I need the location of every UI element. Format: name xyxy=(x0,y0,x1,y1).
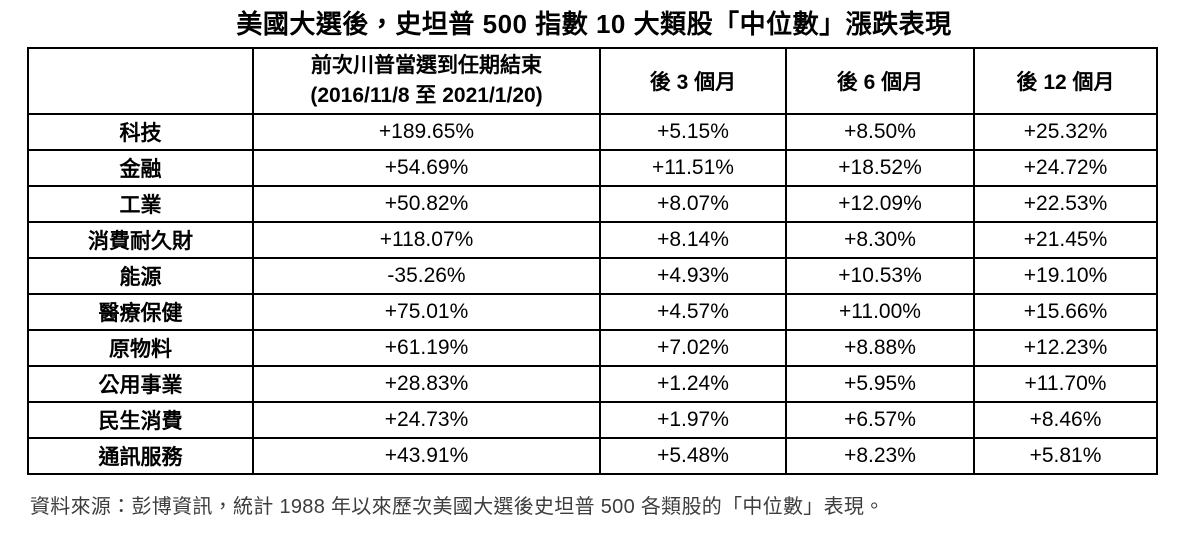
sector-label: 科技 xyxy=(27,113,254,152)
sector-label: 能源 xyxy=(27,257,254,296)
sector-label: 原物料 xyxy=(27,329,254,368)
value-cell: +19.10% xyxy=(973,257,1158,296)
table-body: 科技 +189.65% +5.15% +8.50% +25.32% 金融 +54… xyxy=(27,113,1158,476)
value-cell: +4.93% xyxy=(599,257,787,296)
value-cell: +11.51% xyxy=(599,149,787,188)
value-cell: +50.82% xyxy=(252,185,601,224)
value-cell: +4.57% xyxy=(599,293,787,332)
value-cell: +75.01% xyxy=(252,293,601,332)
value-cell: +11.00% xyxy=(785,293,975,332)
data-source-note: 資料來源：彭博資訊，統計 1988 年以來歷次美國大選後史坦普 500 各類股的… xyxy=(30,496,885,519)
value-cell: +6.57% xyxy=(785,401,975,440)
value-cell: +5.15% xyxy=(599,113,787,152)
table-row-utilities: 公用事業 +28.83% +1.24% +5.95% +11.70% xyxy=(27,365,1158,404)
col-header-trump-term-line2: (2016/11/8 至 2021/1/20) xyxy=(310,84,543,108)
value-cell: +1.97% xyxy=(599,401,787,440)
value-cell: +8.23% xyxy=(785,437,975,476)
col-header-trump-term: 前次川普當選到任期結束 (2016/11/8 至 2021/1/20) xyxy=(252,47,601,116)
value-cell: +25.32% xyxy=(973,113,1158,152)
col-header-trump-term-line1: 前次川普當選到任期結束 xyxy=(311,54,542,78)
table-row-industrials: 工業 +50.82% +8.07% +12.09% +22.53% xyxy=(27,185,1158,224)
sector-label: 消費耐久財 xyxy=(27,221,254,260)
table-row-materials: 原物料 +61.19% +7.02% +8.88% +12.23% xyxy=(27,329,1158,368)
value-cell: +8.14% xyxy=(599,221,787,260)
header-row: 前次川普當選到任期結束 (2016/11/8 至 2021/1/20) 後 3 … xyxy=(27,47,1158,116)
sector-label: 金融 xyxy=(27,149,254,188)
value-cell: +5.95% xyxy=(785,365,975,404)
value-cell: +11.70% xyxy=(973,365,1158,404)
value-cell: +8.30% xyxy=(785,221,975,260)
value-cell: +8.07% xyxy=(599,185,787,224)
value-cell: +43.91% xyxy=(252,437,601,476)
page-title: 美國大選後，史坦普 500 指數 10 大類股「中位數」漲跌表現 xyxy=(236,9,952,39)
value-cell: +21.45% xyxy=(973,221,1158,260)
table-row-energy: 能源 -35.26% +4.93% +10.53% +19.10% xyxy=(27,257,1158,296)
value-cell: +8.46% xyxy=(973,401,1158,440)
value-cell: +7.02% xyxy=(599,329,787,368)
col-header-after-3m: 後 3 個月 xyxy=(599,47,787,116)
value-cell: +24.72% xyxy=(973,149,1158,188)
sector-label: 民生消費 xyxy=(27,401,254,440)
corner-cell xyxy=(27,47,254,116)
sector-performance-table: 前次川普當選到任期結束 (2016/11/8 至 2021/1/20) 後 3 … xyxy=(27,47,1158,476)
value-cell: +5.48% xyxy=(599,437,787,476)
col-header-after-12m: 後 12 個月 xyxy=(973,47,1158,116)
value-cell: +1.24% xyxy=(599,365,787,404)
value-cell: +28.83% xyxy=(252,365,601,404)
table-header: 前次川普當選到任期結束 (2016/11/8 至 2021/1/20) 後 3 … xyxy=(27,47,1158,116)
value-cell: +61.19% xyxy=(252,329,601,368)
value-cell: +10.53% xyxy=(785,257,975,296)
sector-label: 公用事業 xyxy=(27,365,254,404)
sector-label: 醫療保健 xyxy=(27,293,254,332)
value-cell: +22.53% xyxy=(973,185,1158,224)
table-row-consumer-durables: 消費耐久財 +118.07% +8.14% +8.30% +21.45% xyxy=(27,221,1158,260)
value-cell: +54.69% xyxy=(252,149,601,188)
sector-label: 通訊服務 xyxy=(27,437,254,476)
value-cell: +18.52% xyxy=(785,149,975,188)
value-cell: +12.09% xyxy=(785,185,975,224)
value-cell: +8.50% xyxy=(785,113,975,152)
table-row-technology: 科技 +189.65% +5.15% +8.50% +25.32% xyxy=(27,113,1158,152)
col-header-after-6m: 後 6 個月 xyxy=(785,47,975,116)
table-row-communication-services: 通訊服務 +43.91% +5.48% +8.23% +5.81% xyxy=(27,437,1158,476)
value-cell: -35.26% xyxy=(252,257,601,296)
value-cell: +12.23% xyxy=(973,329,1158,368)
table-row-consumer-staples: 民生消費 +24.73% +1.97% +6.57% +8.46% xyxy=(27,401,1158,440)
value-cell: +118.07% xyxy=(252,221,601,260)
table-row-financials: 金融 +54.69% +11.51% +18.52% +24.72% xyxy=(27,149,1158,188)
value-cell: +5.81% xyxy=(973,437,1158,476)
sector-label: 工業 xyxy=(27,185,254,224)
value-cell: +8.88% xyxy=(785,329,975,368)
table-row-healthcare: 醫療保健 +75.01% +4.57% +11.00% +15.66% xyxy=(27,293,1158,332)
value-cell: +189.65% xyxy=(252,113,601,152)
value-cell: +24.73% xyxy=(252,401,601,440)
value-cell: +15.66% xyxy=(973,293,1158,332)
